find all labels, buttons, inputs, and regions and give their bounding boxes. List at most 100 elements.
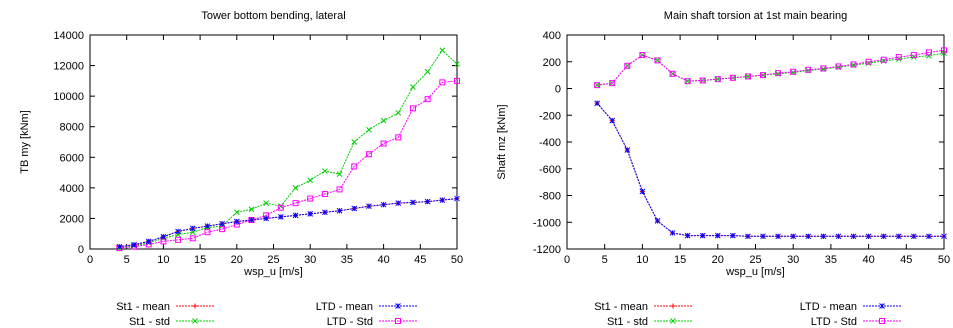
legend-marker [192, 318, 198, 324]
legend-label: St1 - std [607, 316, 648, 328]
data-point [865, 60, 872, 66]
data-point [219, 220, 225, 227]
data-point-box [439, 79, 446, 86]
data-point [351, 205, 358, 212]
data-point-box [204, 229, 211, 236]
data-point [321, 190, 328, 197]
data-point [307, 195, 314, 202]
legend-label: St1 - std [129, 316, 170, 328]
data-point-box [351, 163, 358, 170]
data-point-b [594, 82, 601, 89]
data-point-box [639, 52, 646, 59]
data-point [292, 185, 299, 191]
data-point [145, 238, 152, 245]
data-point-b [292, 185, 299, 191]
data-point-b [248, 206, 255, 213]
data-point-box [775, 70, 782, 77]
data-point-box [365, 151, 372, 158]
data-point [409, 105, 416, 112]
data-point-b [926, 52, 932, 59]
legend-item: LTD - Std [327, 316, 417, 328]
legend-marker-box [879, 318, 885, 324]
data-point-b [424, 68, 431, 75]
data-point [609, 80, 616, 87]
x-tick-label: 35 [825, 254, 837, 266]
data-point [594, 82, 601, 89]
data-point [639, 52, 646, 59]
data-point [233, 209, 240, 216]
data-point-box [454, 77, 460, 84]
x-tick-label: 45 [900, 254, 912, 266]
data-point-box [714, 76, 721, 83]
data-point [865, 58, 872, 65]
data-point-b [233, 209, 240, 216]
x-tick-label: 40 [862, 254, 874, 266]
y-axis-label: Shaft mz [kNm] [496, 104, 508, 179]
data-point [895, 233, 902, 240]
data-point [654, 57, 661, 64]
series-ltd-std [116, 77, 460, 252]
data-point [366, 126, 372, 133]
legend-label: St1 - mean [116, 301, 170, 313]
data-point [880, 58, 887, 64]
plot-frame [89, 34, 458, 250]
y-tick-label: 10000 [53, 91, 84, 103]
data-point [730, 232, 736, 239]
data-point [292, 200, 299, 207]
series-st1-mean [594, 100, 947, 239]
data-point-box [941, 47, 947, 54]
data-point-box [189, 235, 196, 242]
x-tick-label: 0 [564, 254, 570, 266]
data-point [669, 230, 676, 236]
data-point [926, 233, 932, 240]
data-point-box [865, 58, 872, 65]
data-point-box [684, 78, 691, 85]
data-point [805, 66, 812, 73]
data-point [744, 73, 751, 80]
x-tick-label: 40 [377, 254, 389, 266]
data-point-box [336, 186, 343, 193]
data-point-box [669, 70, 676, 77]
legend-item: LTD - mean [800, 301, 901, 313]
data-point [277, 204, 284, 211]
data-point-box [760, 72, 767, 79]
x-tick-label: 30 [304, 254, 316, 266]
data-point-box [744, 73, 751, 80]
x-tick-label: 5 [124, 254, 130, 266]
data-point [865, 233, 872, 240]
y-tick-label: 2000 [60, 213, 84, 225]
data-point [395, 134, 402, 141]
data-point [594, 100, 601, 107]
y-tick-label: 400 [543, 30, 561, 42]
x-tick-label: 35 [341, 254, 353, 266]
legend-marker [395, 318, 401, 324]
data-point [699, 232, 706, 239]
data-point [116, 243, 123, 250]
data-point [714, 232, 721, 239]
legend-marker [879, 303, 885, 309]
data-point [307, 177, 314, 184]
x-tick-label: 15 [194, 254, 206, 266]
data-point [277, 214, 284, 220]
data-point-box [910, 52, 917, 59]
y-tick-label: -200 [539, 110, 561, 122]
data-point [365, 151, 372, 158]
y-axis-label: TB my [kNm] [19, 110, 31, 174]
data-point [395, 110, 402, 116]
series-line [596, 102, 944, 237]
data-point-box [895, 54, 902, 61]
y-tick-label: 0 [78, 244, 84, 256]
data-point [307, 210, 314, 217]
legend-item: St1 - std [129, 316, 214, 328]
y-tick-label: 200 [543, 57, 561, 69]
y-tick-label: 0 [555, 84, 561, 96]
y-tick-label: -400 [539, 137, 561, 149]
data-point [277, 203, 284, 210]
legend-marker-box [395, 318, 401, 324]
data-point-b [439, 47, 446, 54]
x-tick-label: 45 [414, 254, 426, 266]
data-point [594, 82, 601, 89]
data-point-box [805, 66, 812, 73]
series-st1-std [116, 47, 460, 251]
data-point-b [380, 117, 387, 124]
